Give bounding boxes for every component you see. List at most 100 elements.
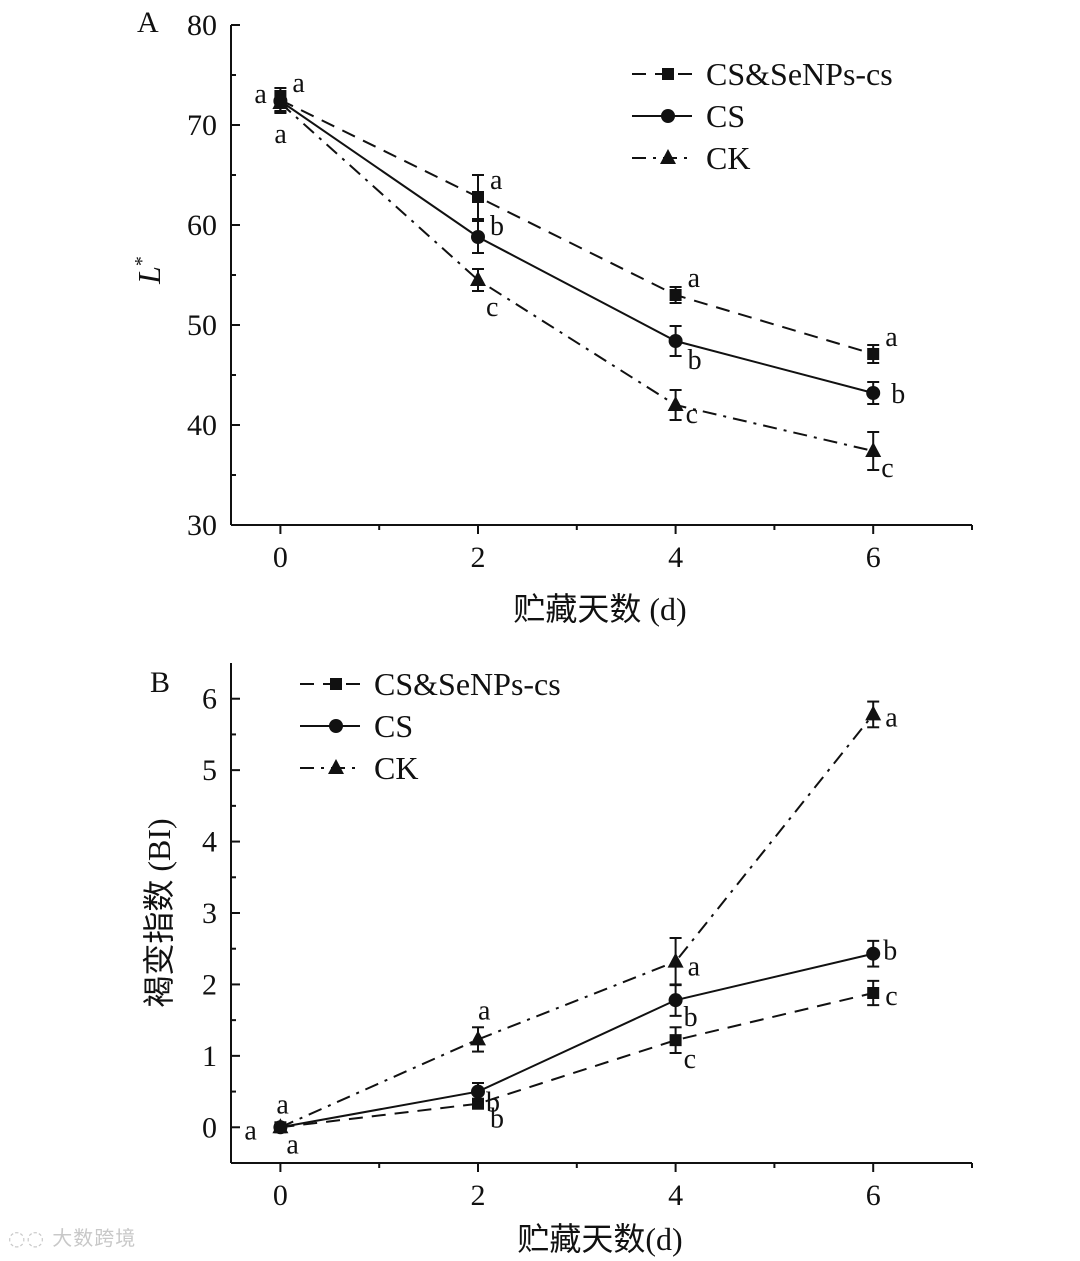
significance-letter: a (885, 702, 898, 733)
legend-marker (328, 759, 344, 774)
legend-marker (330, 678, 342, 690)
y-tick-label: 3 (202, 897, 217, 930)
legend-label: CS (706, 98, 745, 134)
data-point-ck (272, 94, 289, 109)
series-line-ck (279, 713, 874, 1129)
series-line-cs (280, 952, 874, 1129)
significance-letter: a (688, 263, 701, 294)
significance-letter: c (686, 399, 698, 430)
series-line-cs (279, 100, 874, 394)
significance-letter: b (490, 211, 504, 242)
significance-letter: b (891, 379, 905, 410)
data-point-ck (865, 705, 882, 721)
legend-item-ck: CK (300, 750, 418, 786)
y-tick-label: 2 (202, 968, 217, 1001)
series-line-cs-senps-cs (280, 992, 874, 1129)
x-tick-label: 6 (866, 541, 881, 574)
legend-item-ck: CK (632, 140, 750, 176)
legend: CS&SeNPs-cs CS CK (300, 666, 561, 786)
significance-letter: c (684, 1044, 696, 1075)
significance-letter: b (684, 1002, 698, 1033)
legend-item-cs: CS (632, 98, 745, 134)
significance-letter: a (885, 322, 898, 353)
significance-letter: a (274, 119, 287, 150)
data-point-ck (272, 1118, 289, 1134)
significance-letter: a (688, 952, 701, 983)
series-line-cs-senps-cs (279, 99, 874, 355)
legend-label: CK (374, 750, 418, 786)
significance-letter: b (883, 936, 897, 967)
legend-marker (660, 149, 676, 164)
significance-letter: b (490, 1104, 504, 1135)
data-point-cs-senps-cs (669, 289, 682, 301)
series-ck: a c c c (272, 92, 894, 484)
y-tick-label: 40 (187, 409, 217, 442)
x-tick-label: 2 (471, 541, 486, 574)
significance-letter: c (881, 453, 893, 484)
x-tick-label: 0 (273, 1179, 288, 1212)
legend: CS&SeNPs-cs CS CK (632, 56, 893, 176)
legend-label: CS (374, 708, 413, 744)
legend-item-cs: CS (300, 708, 413, 744)
panel-label: A (137, 6, 159, 39)
data-point-cs (471, 230, 485, 244)
y-tick-label: 6 (202, 683, 217, 716)
significance-letter: a (254, 79, 267, 110)
y-tick-label: 30 (187, 509, 217, 542)
significance-letter: a (244, 1115, 257, 1146)
data-point-ck (470, 1030, 486, 1046)
x-tick-label: 6 (866, 1179, 881, 1212)
significance-letter: b (486, 1088, 500, 1119)
data-point-cs-senps-cs (867, 348, 880, 360)
series-line-ck (279, 102, 874, 452)
y-axis-title: 褐变指数 (BI) (141, 818, 177, 1007)
data-point-cs-senps-cs (867, 987, 880, 999)
legend-label: CS&SeNPs-cs (374, 666, 561, 702)
significance-letter: a (490, 165, 503, 196)
significance-letter: a (478, 995, 491, 1026)
significance-letter: a (286, 1129, 299, 1160)
significance-letter: c (885, 981, 897, 1012)
legend-marker (662, 68, 674, 80)
data-point-ck (865, 442, 882, 457)
x-tick-label: 4 (668, 541, 683, 574)
y-tick-label: 80 (187, 9, 217, 42)
watermark: ◌◌ 大数跨境 (8, 1222, 136, 1251)
significance-letter: b (688, 345, 702, 376)
x-tick-label: 2 (471, 1179, 486, 1212)
y-tick-label: 50 (187, 309, 217, 342)
legend-item-cs-senps-cs: CS&SeNPs-cs (632, 56, 893, 92)
data-point-ck (667, 396, 684, 411)
significance-letter: c (486, 292, 498, 323)
series-cs-senps-cs: a a a a (274, 68, 898, 364)
data-point-cs (668, 334, 683, 348)
data-point-cs (471, 1084, 485, 1099)
data-point-cs (668, 993, 683, 1008)
significance-letter: a (276, 1089, 289, 1120)
legend-marker (661, 109, 675, 123)
data-point-ck (470, 271, 486, 286)
panel-label: B (150, 666, 170, 699)
data-point-ck (667, 952, 684, 968)
x-axis-title: 贮藏天数(d) (517, 1221, 682, 1257)
data-point-cs-senps-cs (472, 191, 484, 203)
x-tick-label: 4 (668, 1179, 683, 1212)
legend-item-cs-senps-cs: CS&SeNPs-cs (300, 666, 561, 702)
watermark-logo-icon: ◌◌ (8, 1226, 45, 1250)
data-point-cs (866, 386, 881, 400)
legend-marker (329, 719, 343, 733)
data-point-cs-senps-cs (669, 1034, 682, 1047)
y-tick-label: 5 (202, 754, 217, 787)
y-tick-label: 4 (202, 826, 217, 859)
legend-label: CS&SeNPs-cs (706, 56, 893, 92)
y-tick-label: 1 (202, 1040, 217, 1073)
data-point-cs (866, 946, 881, 961)
y-tick-label: 60 (187, 209, 217, 242)
